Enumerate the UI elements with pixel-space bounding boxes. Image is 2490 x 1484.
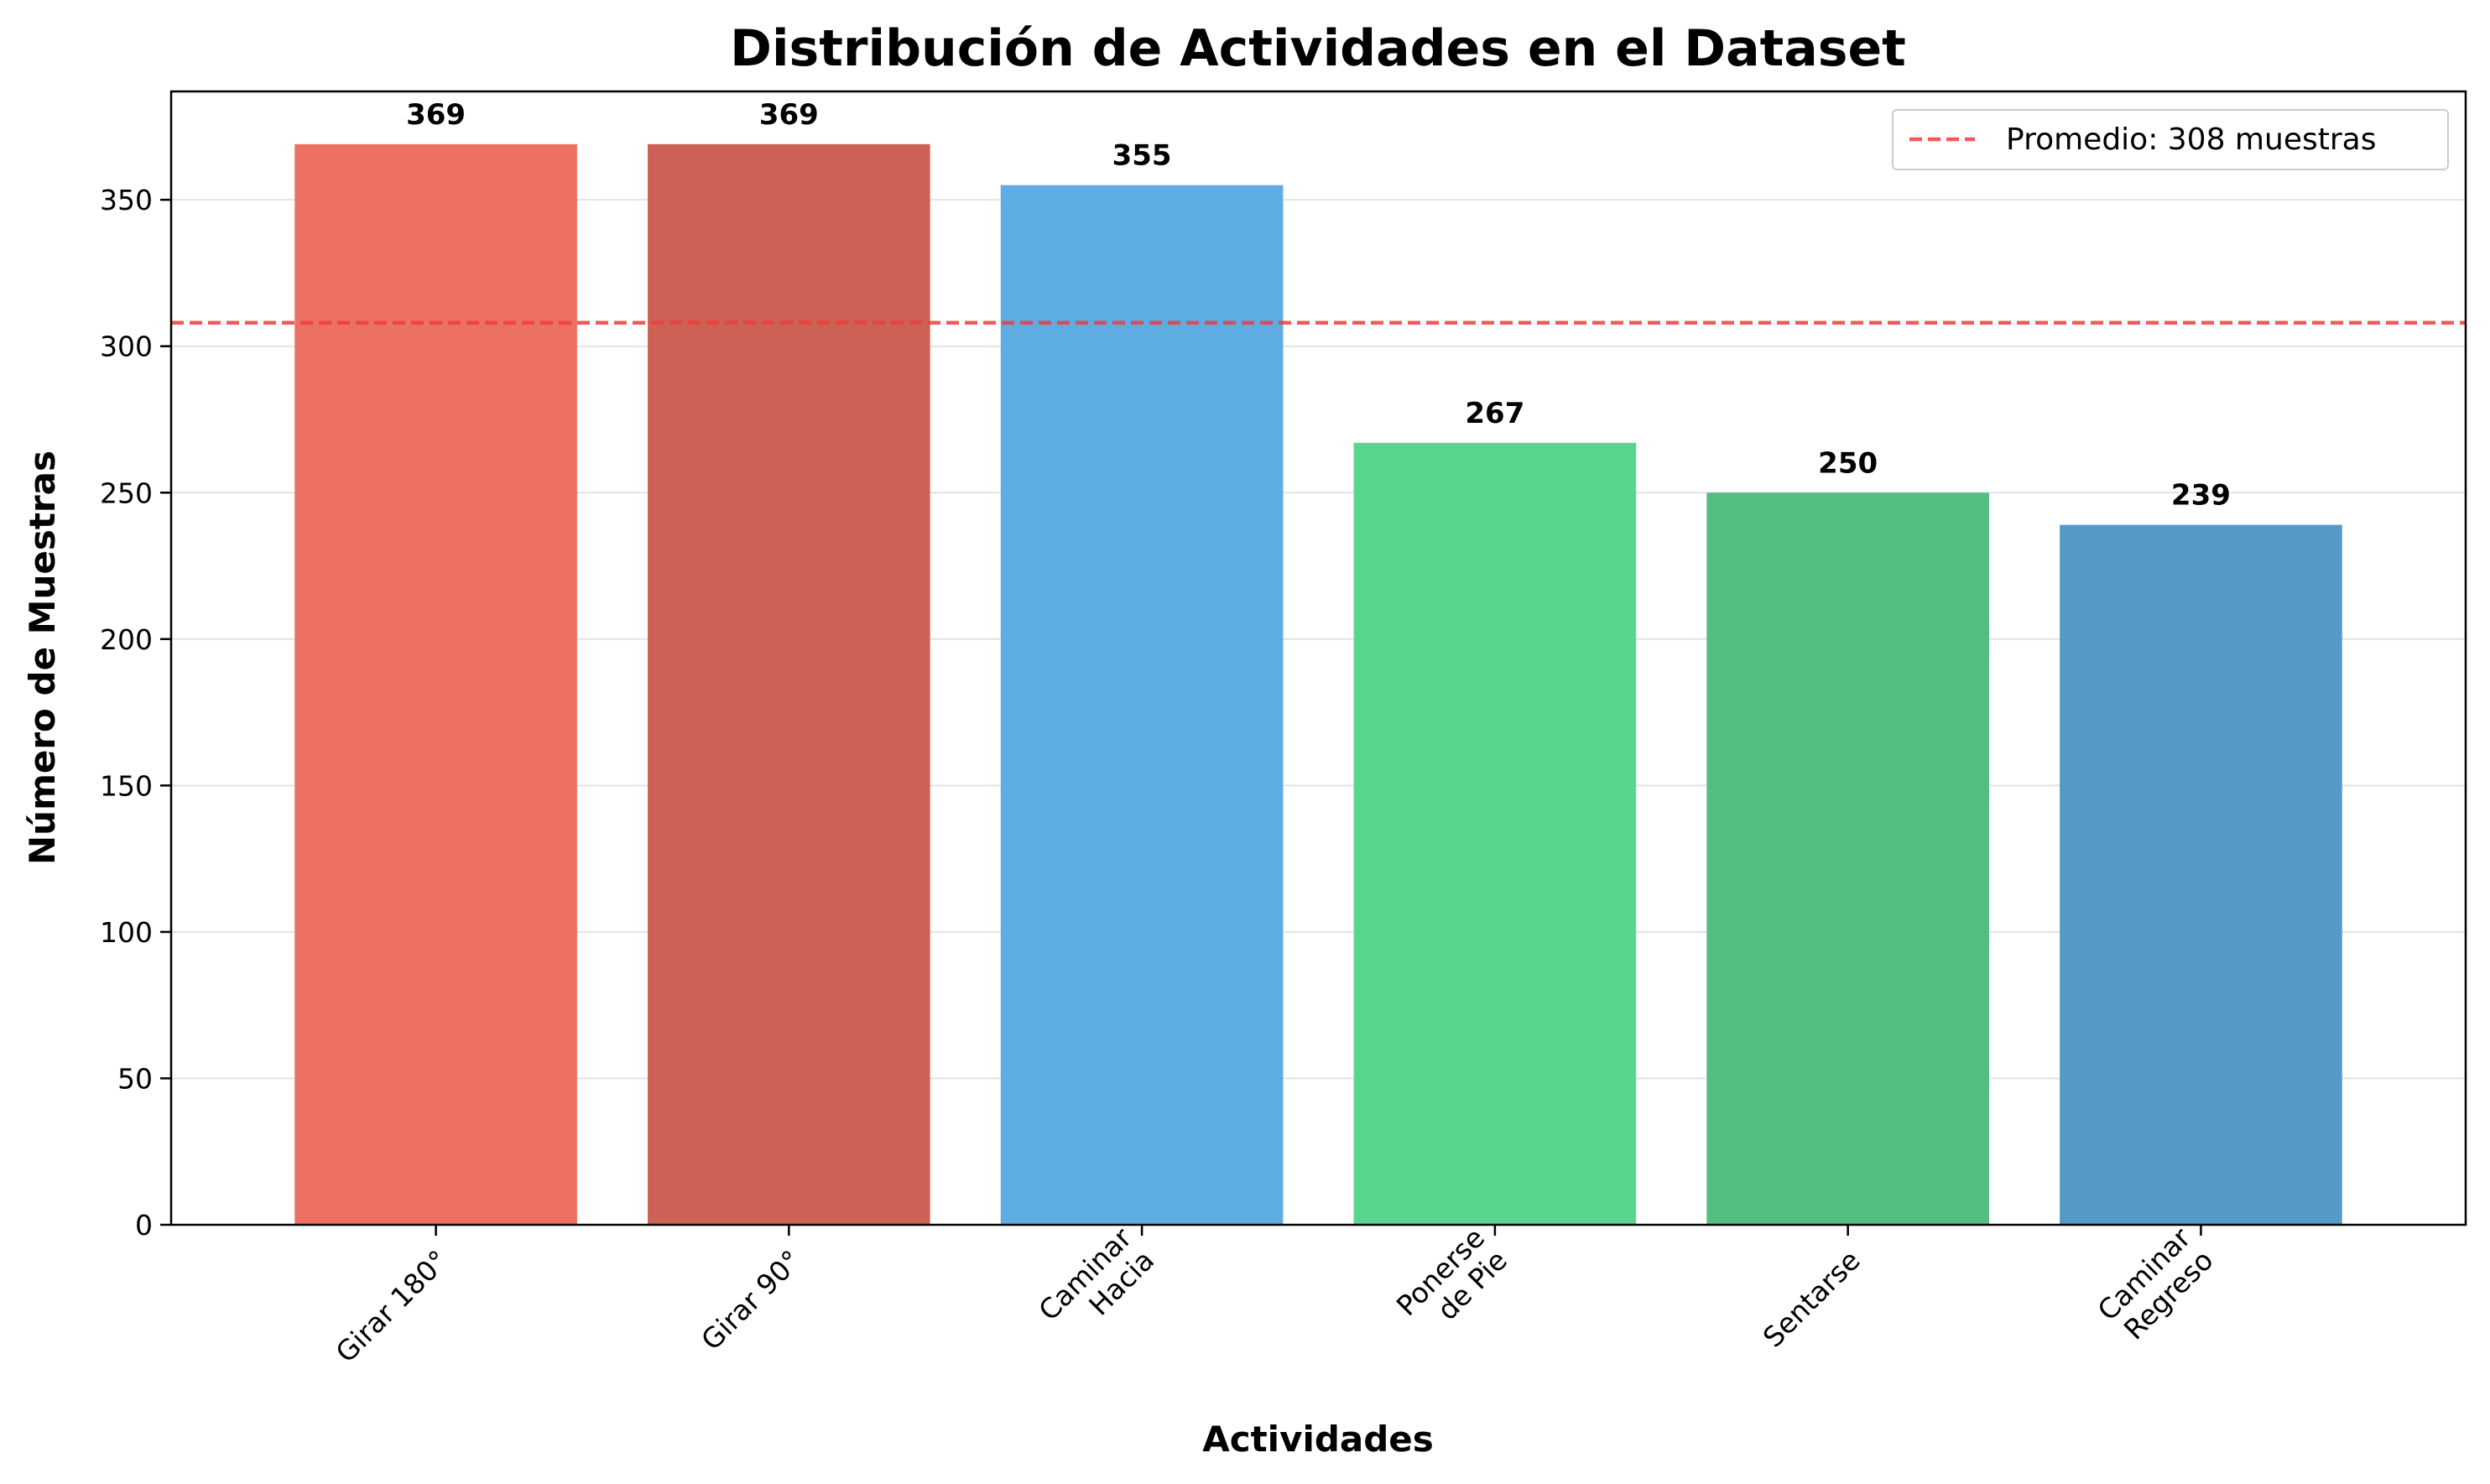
y-tick-label: 50 bbox=[117, 1062, 153, 1095]
y-axis-label: Número de Muestras bbox=[22, 450, 63, 865]
y-tick-label: 150 bbox=[100, 769, 153, 802]
plot-area-frame bbox=[169, 90, 2467, 1226]
bar-value-label: 355 bbox=[1112, 139, 1172, 173]
bar-value-label: 267 bbox=[1465, 397, 1524, 430]
bar-value-label: 369 bbox=[406, 98, 466, 132]
x-axis-label: Actividades bbox=[1202, 1419, 1434, 1460]
bar-5 bbox=[1706, 492, 1989, 1225]
data-labels: 369 369 355 267 250 239 bbox=[406, 98, 2231, 513]
bar-1 bbox=[294, 143, 577, 1226]
legend: Promedio: 308 muestras bbox=[1892, 109, 2449, 170]
bar-6 bbox=[2060, 524, 2342, 1225]
y-tick-label: 200 bbox=[100, 623, 153, 656]
chart-title: Distribución de Actividades en el Datase… bbox=[730, 19, 1906, 78]
y-tick-label: 350 bbox=[100, 184, 153, 216]
bar-value-label: 250 bbox=[1818, 446, 1878, 480]
bar-3 bbox=[1000, 185, 1284, 1226]
y-tick-label: 250 bbox=[100, 476, 153, 509]
legend-box bbox=[1892, 109, 2449, 170]
bar-4 bbox=[1353, 442, 1637, 1225]
y-tick-label: 0 bbox=[135, 1209, 153, 1242]
bar-value-label: 239 bbox=[2171, 479, 2231, 513]
y-tick-label: 300 bbox=[100, 331, 153, 363]
legend-average-label: Promedio: 308 muestras bbox=[2006, 122, 2376, 157]
bar-value-label: 369 bbox=[759, 98, 819, 132]
y-tick-label: 100 bbox=[100, 916, 153, 949]
bar-2 bbox=[648, 143, 930, 1226]
